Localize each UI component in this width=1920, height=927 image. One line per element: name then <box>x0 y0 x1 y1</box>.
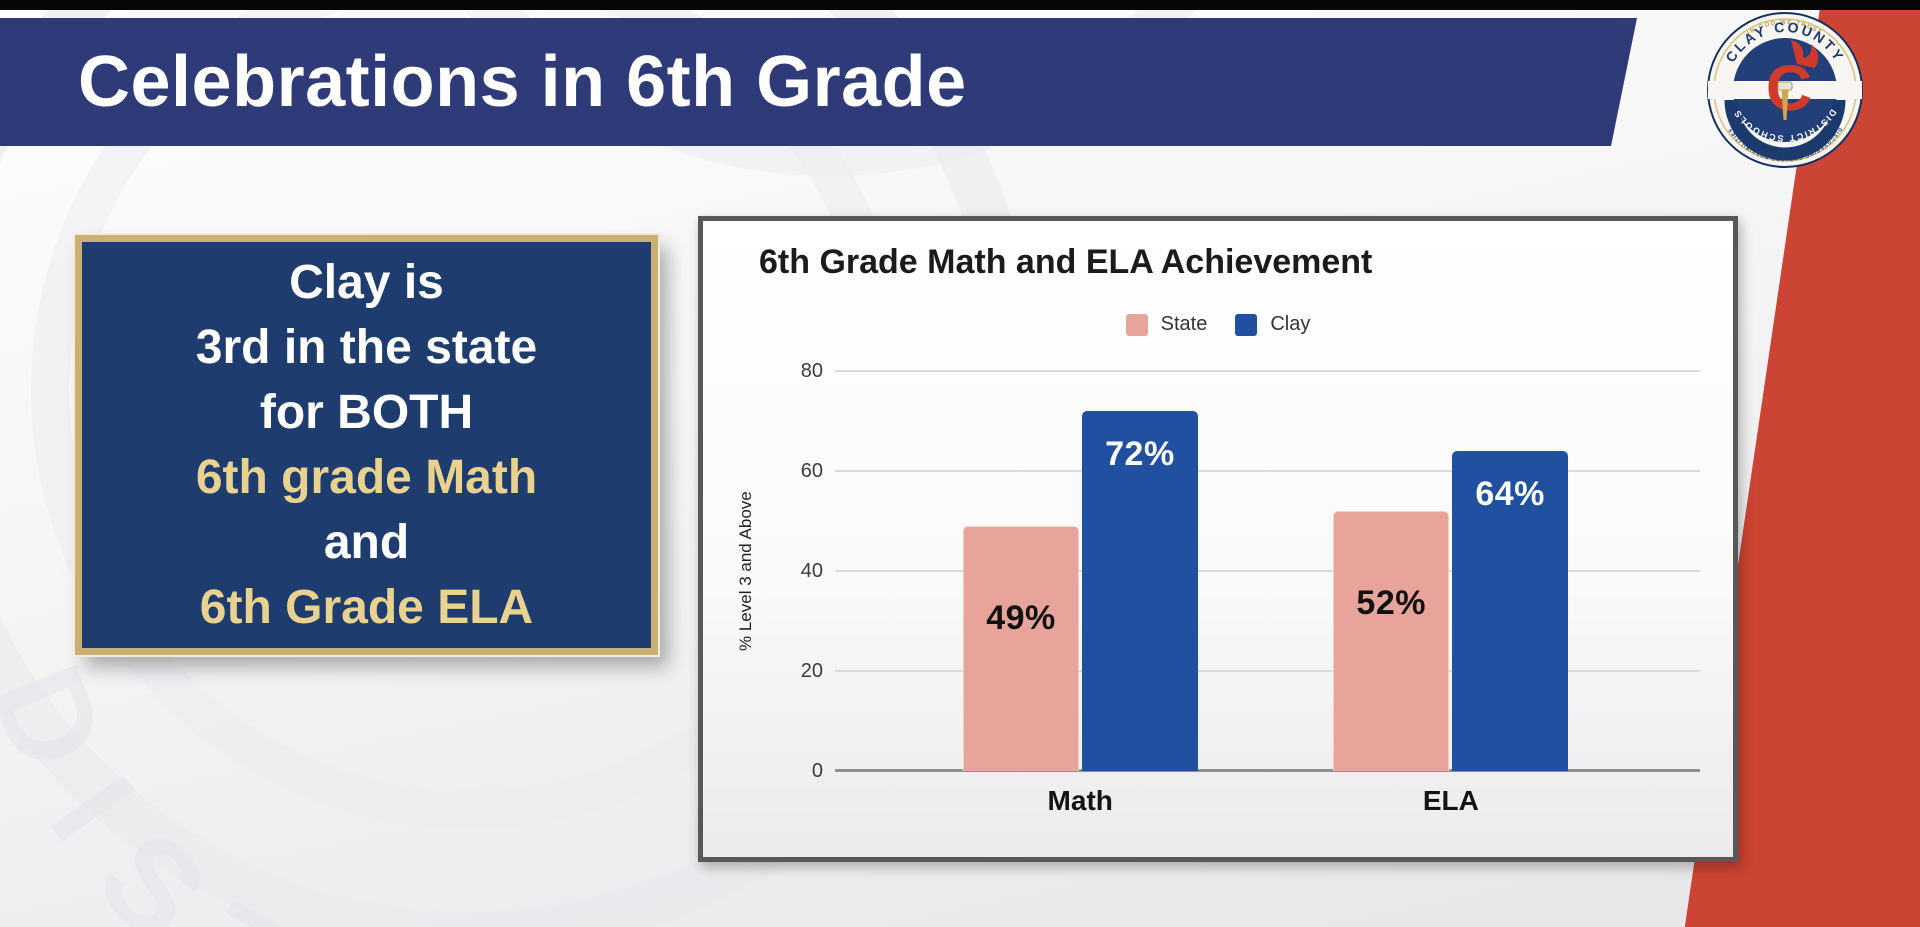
svg-text:DISTRICT: DISTRICT <box>0 646 782 927</box>
gridline-40 <box>835 570 1700 572</box>
legend-swatch-state <box>1125 313 1148 336</box>
legend-swatch-clay <box>1235 313 1258 336</box>
chart-title: 6th Grade Math and ELA Achievement <box>759 243 1373 281</box>
gridline-60 <box>835 470 1700 472</box>
chart-legend: State Clay <box>703 313 1733 336</box>
district-seal-logo: IN GOD WE TRUST CLAY COUNTY DISTRICT SCH… <box>1707 12 1863 168</box>
plot-area: 0 20 40 60 80 49% 72% Math 52% 64% ELA <box>801 360 1700 816</box>
legend-label-state: State <box>1160 313 1208 335</box>
header-band: Celebrations in 6th Grade <box>0 18 1637 146</box>
category-label-math: Math <box>1047 785 1113 816</box>
gridline-20 <box>835 670 1700 672</box>
seal-torch-cup-icon <box>1777 81 1793 91</box>
bar-math-state: 49% <box>963 526 1079 771</box>
y-tick-label-0: 0 <box>811 760 823 782</box>
callout-line-5: and <box>323 516 410 569</box>
legend-item-state: State <box>1125 313 1208 336</box>
bar-math-clay: 72% <box>1081 411 1198 771</box>
legend-item-clay: Clay <box>1235 313 1310 336</box>
callout-box: Clay is 3rd in the state for BOTH 6th gr… <box>75 235 658 655</box>
callout-line-3: for BOTH <box>259 386 474 439</box>
gridline-80 <box>835 370 1700 372</box>
category-label-ela: ELA <box>1422 785 1479 816</box>
bar-ela-state: 52% <box>1333 511 1450 771</box>
gridline-0 <box>835 769 1700 772</box>
y-tick-label-60: 60 <box>800 460 823 482</box>
bar-value-label-ela-state: 52% <box>1356 584 1426 622</box>
page-title: Celebrations in 6th Grade <box>78 42 967 122</box>
callout-line-2: 3rd in the state <box>195 321 538 374</box>
callout-line-4: 6th grade Math <box>195 451 538 504</box>
callout-line-1: Clay is <box>289 256 444 309</box>
bar-value-label-math-state: 49% <box>986 599 1056 637</box>
bar-value-label-ela-clay: 64% <box>1475 475 1545 513</box>
y-tick-label-20: 20 <box>800 660 823 682</box>
y-axis-title: % Level 3 and Above <box>736 491 755 651</box>
legend-label-clay: Clay <box>1270 313 1311 335</box>
watermark-letters: DISTRICT <box>0 646 736 927</box>
bar-ela-clay: 64% <box>1452 451 1569 771</box>
seal-flame-icon <box>1791 40 1819 68</box>
y-tick-label-80: 80 <box>800 360 823 382</box>
bar-value-label-math-clay: 72% <box>1105 435 1175 473</box>
seal-torch-handle-icon <box>1781 90 1789 120</box>
y-tick-label-40: 40 <box>800 560 823 582</box>
chart-card: 6th Grade Math and ELA Achievement State… <box>698 216 1738 862</box>
video-letterbox-bar <box>0 0 1920 10</box>
callout-line-6: 6th Grade ELA <box>199 581 534 634</box>
